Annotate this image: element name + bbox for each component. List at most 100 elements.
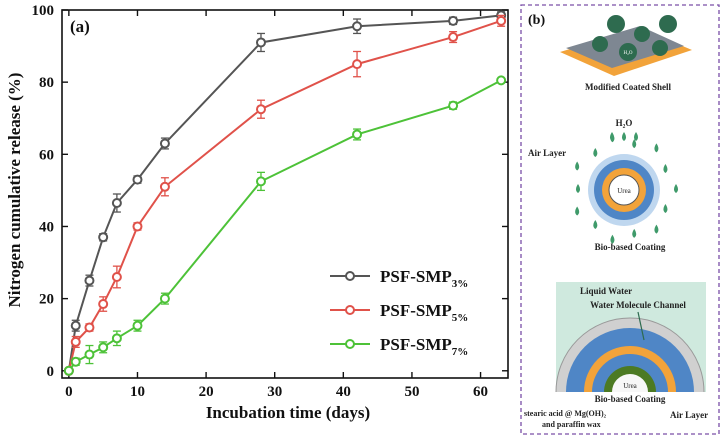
h2o-label: H₂O (616, 118, 633, 128)
data-point (132, 221, 143, 232)
shell-caption: Modified Coated Shell (585, 82, 672, 92)
series-7pct (63, 75, 507, 376)
legend-label-sub: 5% (452, 312, 469, 324)
data-point (70, 336, 81, 347)
legend: PSF-SMP3%PSF-SMP5%PSF-SMP7% (330, 267, 468, 358)
water-droplet-icon (654, 143, 659, 153)
data-point (132, 320, 143, 331)
water-droplet-icon (593, 148, 598, 158)
x-tick-label: 50 (404, 384, 419, 400)
water-droplets (575, 132, 678, 244)
water-droplet-icon (576, 184, 580, 193)
panel-b-label: (b) (528, 13, 545, 28)
plot-frame (61, 9, 509, 379)
shell-chip-label: H₂O (624, 51, 633, 56)
liquid-water-label: Liquid Water (580, 286, 632, 296)
water-droplet-icon (575, 161, 580, 171)
air-layer-label-2: Air Layer (670, 410, 708, 420)
shell-sphere (619, 43, 637, 61)
data-point (111, 271, 122, 282)
legend-label-sub: 7% (452, 346, 469, 358)
water-droplet-icon (634, 132, 638, 141)
data-point (496, 75, 507, 86)
legend-label: PSF-SMP3% (380, 267, 468, 290)
data-point (352, 59, 363, 70)
data-point (255, 176, 266, 187)
water-droplet-icon (610, 234, 615, 244)
stearic-label-line1: stearic acid @ Mg(OH)₂ (524, 409, 607, 418)
coated-granule: Urea (588, 154, 660, 226)
water-droplet-icon (654, 224, 659, 234)
data-point (84, 349, 95, 360)
series-5pct (63, 14, 507, 376)
data-point (159, 138, 170, 149)
data-point (159, 181, 170, 192)
water-droplet-icon (610, 132, 614, 141)
bio-coating-label-2: Bio-based Coating (595, 394, 666, 404)
series-layer (63, 10, 507, 376)
x-tick-label: 40 (336, 384, 351, 400)
x-tick-label: 20 (199, 384, 214, 400)
shell-sphere (659, 15, 677, 33)
legend-label-sub: 3% (452, 278, 469, 290)
data-point (448, 15, 459, 26)
axes: 0 10 20 30 40 50 60 0 20 40 60 80 100 (32, 3, 509, 400)
x-axis-title: Incubation time (days) (206, 403, 370, 422)
legend-marker (345, 271, 355, 281)
data-point (98, 232, 109, 243)
legend-label: PSF-SMP7% (380, 335, 468, 358)
y-tick-label: 60 (39, 147, 54, 163)
legend-marker (345, 339, 355, 349)
y-tick-label: 80 (39, 75, 54, 91)
x-tick-label: 0 (65, 384, 73, 400)
data-point (70, 356, 81, 367)
series-3pct (63, 10, 507, 376)
air-layer-label: Air Layer (528, 148, 566, 158)
shell-sphere (634, 26, 650, 42)
legend-marker (345, 305, 355, 315)
data-point (159, 293, 170, 304)
coated-shell-illustration: H₂O (560, 15, 692, 76)
urea-label-2: Urea (623, 382, 637, 390)
data-point (84, 322, 95, 333)
y-tick-label: 100 (32, 3, 55, 19)
y-tick-label: 20 (39, 292, 54, 308)
data-point (84, 275, 95, 286)
urea-label: Urea (617, 187, 631, 195)
x-tick-label: 30 (267, 384, 282, 400)
shell-sphere (592, 36, 608, 52)
data-point (132, 174, 143, 185)
channel-pointer (637, 311, 645, 341)
data-point (255, 104, 266, 115)
cross-section: Urea (555, 317, 705, 393)
dashed-frame (520, 4, 720, 435)
panel-a-label: (a) (70, 17, 90, 36)
data-point (63, 365, 74, 376)
data-point (111, 333, 122, 344)
legend-label: PSF-SMP5% (380, 301, 468, 324)
y-axis-title: Nitrogen cumulative release (%) (5, 73, 24, 308)
legend-label-main: PSF-SMP (380, 335, 452, 354)
y-tick-label: 40 (39, 219, 54, 235)
water-droplet-icon (674, 184, 678, 193)
data-point (496, 15, 507, 26)
urea-core-half (612, 374, 648, 392)
water-droplet-icon (575, 206, 580, 216)
x-tick-label: 60 (473, 384, 488, 400)
water-droplet-icon (663, 164, 668, 174)
water-droplet-icon (632, 139, 637, 149)
data-point (352, 21, 363, 32)
water-droplet-icon (622, 132, 626, 141)
data-point (70, 320, 81, 331)
urea-core (608, 174, 640, 206)
shell-sphere (652, 40, 668, 56)
data-point (98, 342, 109, 353)
shell-sphere (607, 15, 625, 33)
legend-label-main: PSF-SMP (380, 267, 452, 286)
data-point (255, 37, 266, 48)
data-point (448, 32, 459, 43)
data-point (352, 129, 363, 140)
stearic-label-line2: and paraffin wax (542, 420, 601, 429)
water-droplet-icon (663, 203, 668, 213)
